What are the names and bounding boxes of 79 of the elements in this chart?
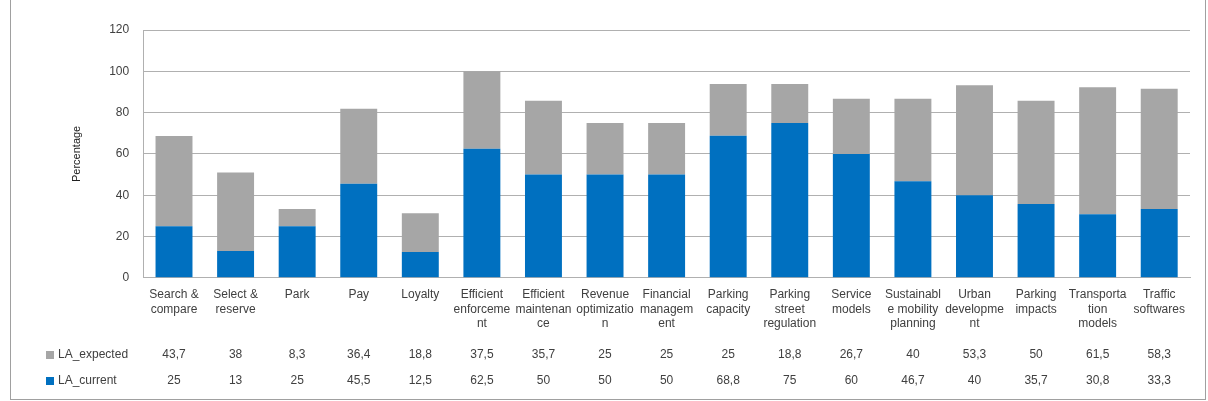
data-label: 35,7: [1024, 373, 1049, 388]
data-label: 40: [906, 347, 920, 362]
bar: [956, 195, 993, 278]
data-label: 45,5: [347, 373, 371, 388]
data-label: 25: [167, 373, 181, 388]
x-tick-label: Park: [284, 287, 311, 302]
data-label: 58,3: [1147, 347, 1172, 362]
bar: [524, 174, 562, 278]
data-label: 8,3: [288, 347, 306, 362]
y-axis-title: Percentage: [69, 125, 82, 183]
data-label: 33,3: [1147, 373, 1172, 388]
x-tick-label: Traffic softwares: [1133, 287, 1185, 316]
x-tick-label: Efficient maintenance: [515, 287, 572, 331]
x-tick-label: Parking street regulation: [763, 287, 817, 331]
bar: [1079, 214, 1117, 278]
bar: [1140, 209, 1178, 278]
x-tick-label: Parking impacts: [1015, 287, 1057, 316]
x-tick-label: Loyalty: [401, 287, 440, 302]
bar: [340, 183, 378, 278]
x-tick-label: Select & reserve: [213, 287, 258, 316]
bar: [217, 250, 255, 278]
data-label: 75: [783, 373, 797, 388]
bar: [278, 226, 316, 278]
y-tick-label: 40: [115, 187, 130, 202]
bar: [401, 251, 439, 278]
x-tick-label: Search & compare: [149, 287, 199, 316]
x-tick-label: Service models: [831, 287, 872, 316]
x-tick-label: Transportation models: [1068, 287, 1127, 331]
data-label: 38: [228, 347, 243, 362]
x-tick-label: Efficient enforcement: [453, 287, 511, 331]
data-label: 62,5: [470, 373, 494, 388]
data-label: 26,7: [839, 347, 864, 362]
data-label: 13: [228, 373, 243, 388]
bar: [155, 226, 193, 278]
bar: [586, 174, 624, 278]
x-tick-label: Revenue optimization: [576, 287, 635, 331]
data-label: 12,5: [408, 373, 433, 388]
data-label: 37,5: [470, 347, 494, 362]
x-tick-label: Pay: [348, 287, 370, 302]
bar: [463, 148, 501, 278]
data-label: 40: [967, 373, 982, 388]
data-label: 25: [721, 347, 736, 362]
bar: [648, 174, 686, 278]
data-label: 46,7: [901, 373, 925, 388]
bar: [709, 135, 747, 278]
data-label: 36,4: [347, 347, 371, 362]
bar: [771, 122, 809, 278]
bar: [894, 181, 932, 278]
x-tick-label: Financial management: [639, 287, 694, 331]
bar: [1017, 204, 1055, 278]
data-label: 50: [598, 373, 613, 388]
y-tick-label: 120: [109, 22, 130, 37]
x-tick-label: Parking capacity: [706, 287, 751, 316]
y-tick-label: 60: [115, 146, 130, 161]
bar: [278, 209, 316, 227]
data-label: 25: [290, 373, 305, 388]
legend-label: LA_current: [58, 373, 118, 388]
data-label: 43,7: [162, 347, 187, 362]
data-label: 30,8: [1085, 373, 1110, 388]
data-label: 68,8: [716, 373, 741, 388]
data-label: 61,5: [1085, 347, 1110, 362]
data-label: 53,3: [962, 347, 987, 362]
y-tick-label: 0: [122, 270, 130, 285]
bar: [832, 153, 870, 278]
x-tick-label: Sustainable mobility planning: [884, 287, 941, 331]
data-label: 35,7: [531, 347, 556, 362]
data-label: 18,8: [408, 347, 433, 362]
y-tick-label: 20: [115, 228, 130, 243]
data-label: 18,8: [778, 347, 802, 362]
data-label: 25: [598, 347, 613, 362]
y-tick-label: 100: [109, 63, 130, 78]
data-label: 60: [844, 373, 859, 388]
data-label: 25: [659, 347, 674, 362]
data-label: 50: [1029, 347, 1044, 362]
legend-label: LA_expected: [58, 347, 129, 362]
x-tick-label: Urban development: [945, 287, 1005, 331]
data-label: 50: [659, 373, 674, 388]
data-label: 50: [536, 373, 551, 388]
y-tick-label: 80: [115, 104, 130, 119]
